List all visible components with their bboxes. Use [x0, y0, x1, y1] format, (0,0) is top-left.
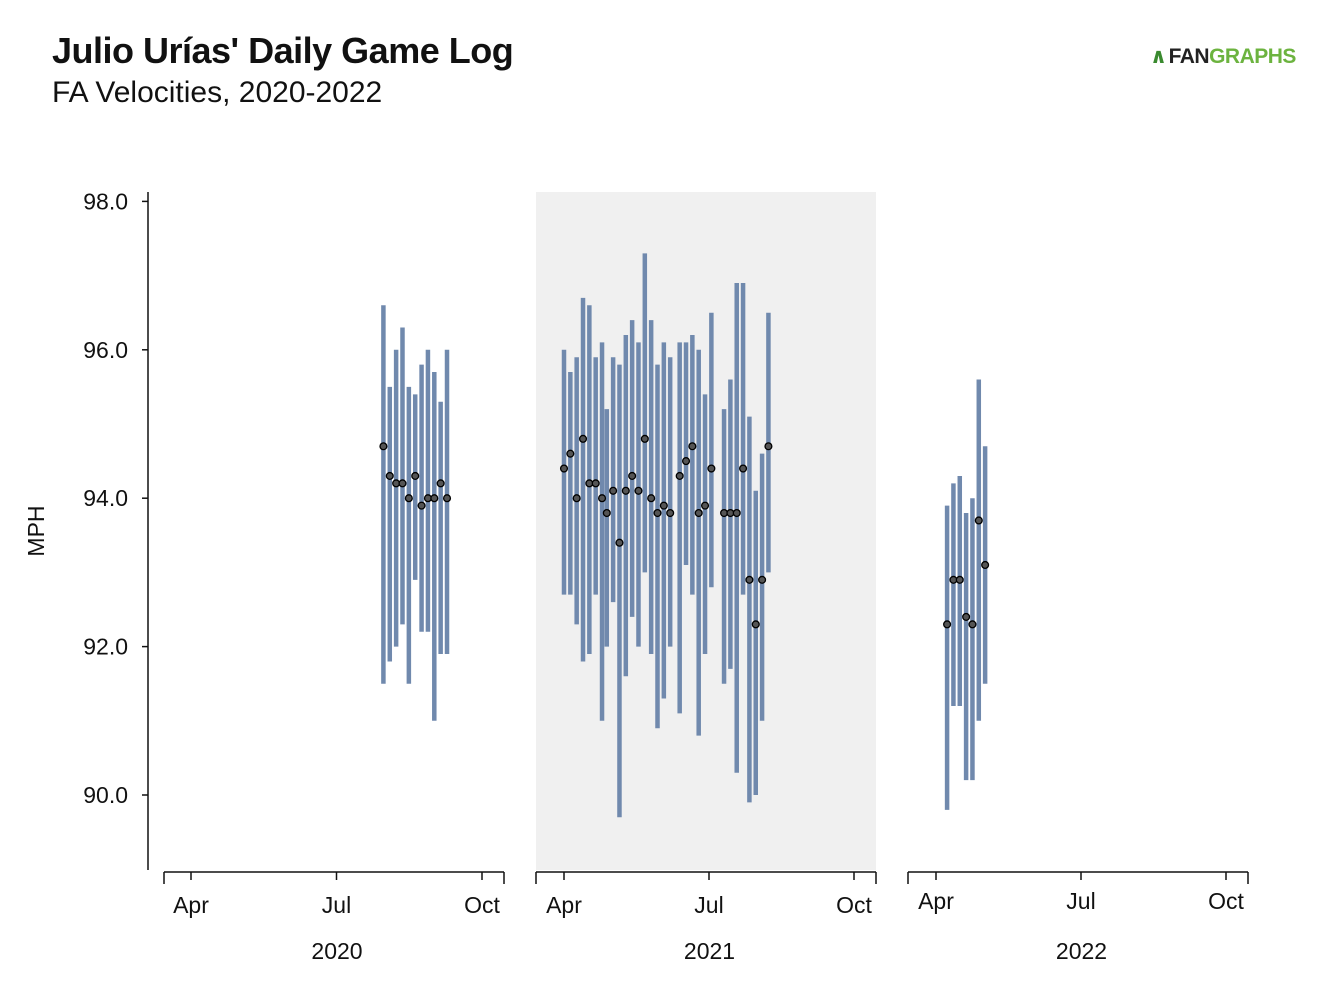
x-axis-2020: Apr Jul Oct 2020 — [163, 871, 505, 964]
velocity-avg-point — [681, 457, 691, 466]
x-tick-label-oct: Oct — [836, 892, 872, 918]
velocity-avg-point — [647, 494, 656, 503]
logo-text-fan: FAN — [1168, 44, 1210, 68]
panel-year-label: 2020 — [311, 938, 362, 964]
velocity-avg-point — [442, 494, 452, 503]
velocity-avg-point — [688, 442, 697, 451]
velocity-avg-point — [745, 575, 754, 584]
velocity-avg-point — [615, 538, 624, 547]
x-tick-label-apr: Apr — [918, 888, 954, 914]
y-tick-label-0: 98.0 — [83, 188, 128, 214]
velocity-avg-point — [758, 575, 767, 584]
velocity-avg-point — [981, 560, 990, 570]
x-tick-label-oct: Oct — [464, 892, 500, 918]
velocity-avg-point — [628, 471, 637, 480]
velocity-avg-point — [764, 442, 773, 451]
x-tick-label-apr: Apr — [173, 892, 209, 918]
velocity-avg-point — [659, 501, 668, 510]
chart-title: Julio Urías' Daily Game Log — [52, 30, 514, 71]
velocity-avg-point — [694, 508, 703, 518]
velocity-avg-point — [602, 508, 611, 518]
velocity-avg-point — [640, 434, 649, 443]
velocity-avg-point — [974, 516, 983, 525]
velocity-avg-point — [379, 442, 388, 451]
velocity-avg-point — [436, 479, 445, 488]
y-tick-label-2: 94.0 — [83, 485, 128, 511]
velocity-avg-point — [943, 620, 952, 629]
velocity-avg-point — [700, 501, 710, 510]
velocity-avg-point — [968, 620, 977, 629]
velocity-avg-point — [707, 464, 716, 473]
panel-2020: Apr Jul Oct 2020 — [163, 305, 505, 964]
panel-year-label: 2022 — [1056, 938, 1107, 964]
x-tick-label-jul: Jul — [1066, 888, 1095, 914]
y-axis-label: MPH — [23, 505, 49, 556]
velocity-avg-point — [962, 612, 971, 621]
fangraphs-logo: ∧ FAN GRAPHS — [1150, 44, 1296, 69]
velocity-avg-point — [411, 471, 420, 480]
velocity-avg-point — [653, 508, 662, 518]
velocity-avg-point — [597, 494, 607, 503]
velocity-avg-point — [404, 494, 413, 503]
velocity-avg-point — [398, 479, 407, 488]
velocity-avg-point — [578, 434, 588, 443]
panel-2021: Apr Jul Oct 2021 — [535, 192, 877, 964]
logo-mark-icon: ∧ — [1150, 45, 1167, 68]
velocity-avg-point — [666, 508, 675, 518]
x-tick-label-jul: Jul — [322, 892, 351, 918]
velocity-avg-point — [739, 464, 748, 473]
velocity-avg-point — [732, 508, 741, 518]
velocity-avg-point — [751, 620, 760, 629]
panel-year-label: 2021 — [684, 938, 735, 964]
velocity-avg-point — [566, 449, 575, 458]
velocity-avg-point — [955, 575, 964, 584]
x-tick-label-apr: Apr — [546, 892, 582, 918]
velocity-avg-point — [634, 486, 643, 495]
velocity-avg-point — [559, 464, 569, 473]
velocity-avg-point — [621, 486, 630, 495]
velocity-avg-point — [385, 471, 394, 480]
y-tick-label-3: 92.0 — [83, 634, 128, 660]
x-axis-2022: Apr Jul Oct 2022 — [907, 871, 1249, 964]
logo-text-graphs: GRAPHS — [1209, 44, 1296, 68]
velocity-avg-point — [675, 471, 684, 480]
panel-2022: Apr Jul Oct 2022 — [907, 379, 1249, 964]
x-tick-label-jul: Jul — [694, 892, 723, 918]
velocity-avg-point — [430, 494, 439, 503]
velocity-avg-point — [417, 501, 426, 510]
velocity-avg-point — [572, 494, 581, 503]
y-tick-label-1: 96.0 — [83, 337, 128, 363]
velocity-avg-point — [609, 486, 618, 495]
chart-subtitle: FA Velocities, 2020-2022 — [52, 76, 383, 109]
velocity-avg-point — [591, 479, 600, 488]
x-axis-2021: Apr Jul Oct 2021 — [535, 871, 877, 964]
x-tick-label-oct: Oct — [1208, 888, 1244, 914]
y-tick-label-4: 90.0 — [83, 782, 128, 808]
